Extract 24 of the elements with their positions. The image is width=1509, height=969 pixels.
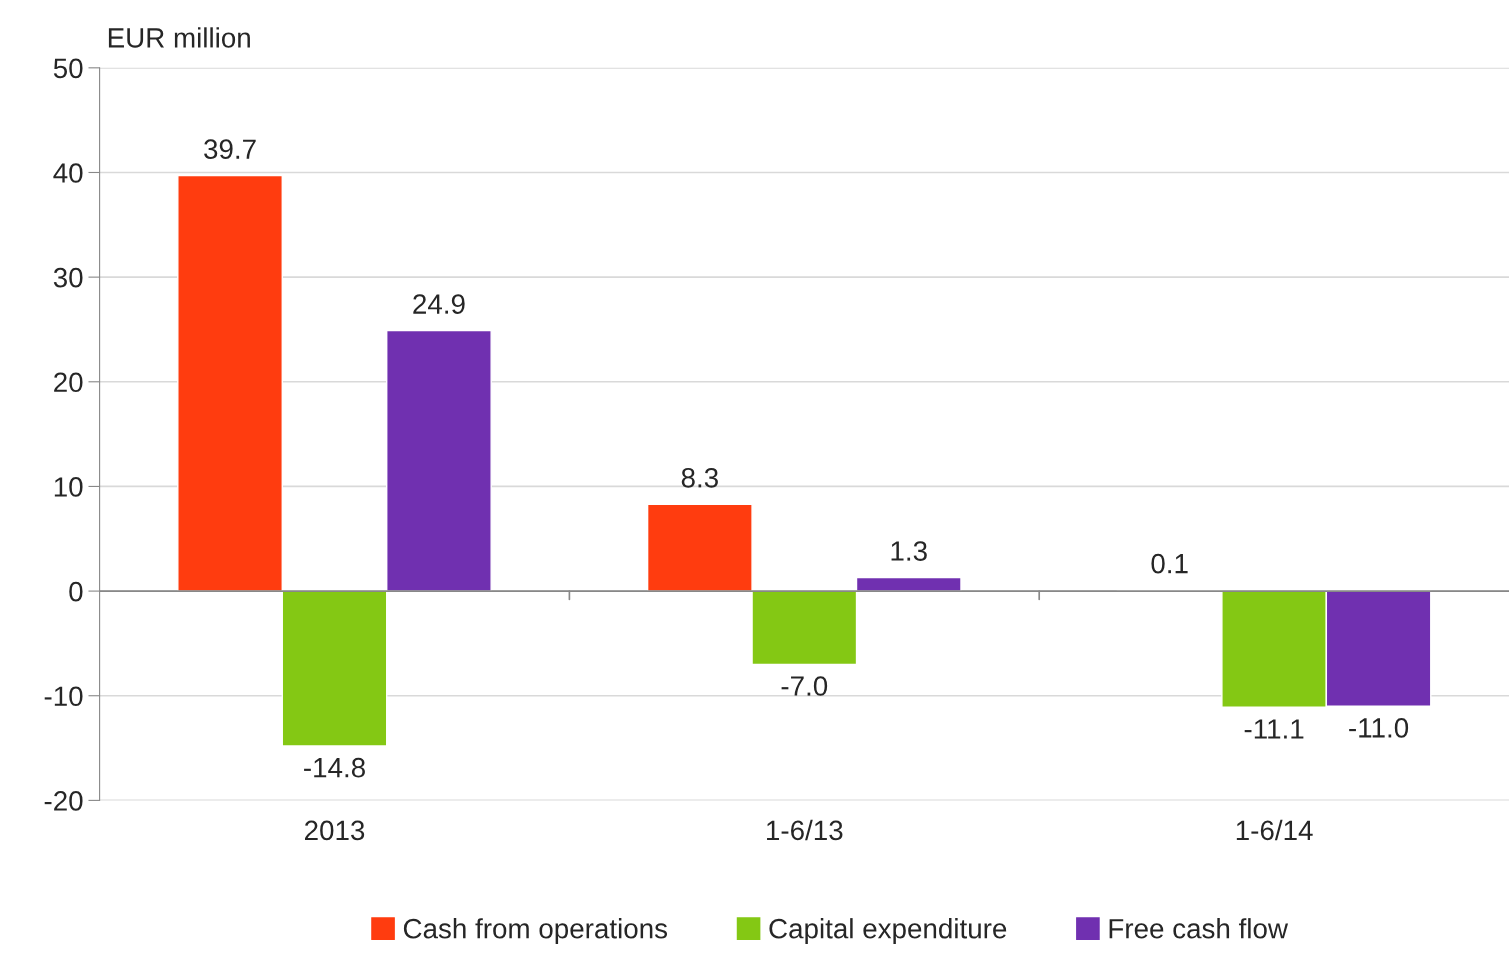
x-tick-label: 1-6/14	[1236, 819, 1313, 841]
legend-label: Capital expenditure	[769, 918, 1007, 944]
y-tick-label: 10	[54, 477, 83, 497]
data-label: -14.8	[304, 757, 365, 778]
legend-label: Free cash flow	[1109, 918, 1289, 939]
y-axis-title: EUR million	[108, 27, 250, 48]
data-label: -7.0	[781, 676, 828, 696]
y-tick-label: 30	[53, 267, 83, 288]
data-label: -11.1	[1244, 719, 1304, 739]
data-label: -11.0	[1349, 718, 1409, 738]
y-tick-label: 20	[54, 372, 83, 393]
y-tick-label: -20	[44, 791, 83, 811]
legend-label: Cash from operations	[403, 918, 668, 944]
data-label: 24.9	[413, 294, 465, 314]
y-tick-label: -10	[44, 686, 83, 707]
y-tick-label: 50	[53, 58, 83, 79]
data-label: 1.3	[891, 541, 927, 561]
data-label: 8.3	[681, 467, 718, 488]
x-tick-label: 2013	[305, 820, 365, 841]
x-tick-label: 1-6/13	[767, 819, 843, 841]
y-tick-label: 0	[69, 581, 83, 602]
data-label: 39.7	[204, 139, 256, 160]
data-label: 0.1	[1151, 553, 1188, 574]
y-tick-label: 40	[53, 163, 83, 183]
